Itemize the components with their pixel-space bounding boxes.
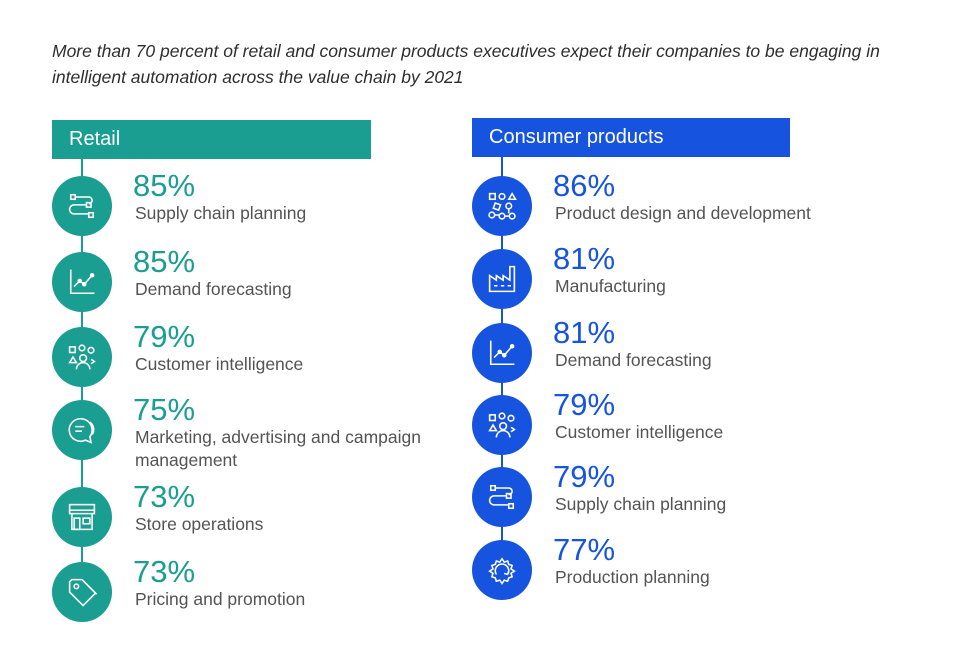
retail-percent: 85% bbox=[133, 244, 196, 279]
retail-item: 79% Customer intelligence bbox=[52, 320, 472, 397]
supply-chain-icon bbox=[472, 467, 532, 527]
retail-label: Customer intelligence bbox=[135, 354, 304, 374]
retail-label: Supply chain planning bbox=[135, 203, 307, 223]
consumer-products-percent: 86% bbox=[553, 168, 616, 203]
retail-percent: 73% bbox=[133, 479, 196, 514]
storefront-icon bbox=[52, 487, 112, 547]
price-tag-icon bbox=[52, 562, 112, 622]
retail-item: 75% Marketing, advertising and campaign … bbox=[52, 393, 472, 470]
retail-item: 73% Store operations bbox=[52, 480, 472, 557]
consumer-products-percent: 79% bbox=[553, 387, 616, 422]
consumer-products-label: Product design and development bbox=[555, 203, 811, 223]
consumer-products-percent: 77% bbox=[553, 532, 616, 567]
consumer-products-percent: 81% bbox=[553, 241, 616, 276]
retail-item: 73% Pricing and promotion bbox=[52, 555, 472, 632]
consumer-products-percent: 81% bbox=[553, 315, 616, 350]
gear-cycle-icon bbox=[472, 540, 532, 600]
consumer-products-label: Customer intelligence bbox=[555, 422, 724, 442]
consumer-products-label: Supply chain planning bbox=[555, 494, 727, 514]
consumer-products-item: 77% Production planning bbox=[472, 533, 892, 610]
retail-label: Store operations bbox=[135, 514, 264, 534]
retail-label: Marketing, advertising and campaign mana… bbox=[135, 427, 421, 470]
customer-icon bbox=[472, 395, 532, 455]
consumer-products-header: Consumer products bbox=[472, 118, 790, 157]
consumer-products-item: 79% Customer intelligence bbox=[472, 388, 892, 465]
customer-icon bbox=[52, 327, 112, 387]
consumer-products-item: 79% Supply chain planning bbox=[472, 460, 892, 537]
supply-chain-icon bbox=[52, 176, 112, 236]
chart-trend-icon bbox=[472, 323, 532, 383]
intro-text: More than 70 percent of retail and consu… bbox=[52, 41, 880, 87]
retail-percent: 75% bbox=[133, 392, 196, 427]
retail-header: Retail bbox=[52, 120, 371, 159]
chart-trend-icon bbox=[52, 252, 112, 312]
retail-label: Demand forecasting bbox=[135, 279, 292, 299]
consumer-products-item: 86% Product design and development bbox=[472, 169, 892, 246]
consumer-products-item: 81% Manufacturing bbox=[472, 242, 892, 319]
factory-icon bbox=[472, 249, 532, 309]
speech-bubble-icon bbox=[52, 400, 112, 460]
consumer-products-item: 81% Demand forecasting bbox=[472, 316, 892, 393]
retail-item: 85% Supply chain planning bbox=[52, 169, 472, 246]
consumer-products-label: Production planning bbox=[555, 567, 710, 587]
consumer-products-label: Demand forecasting bbox=[555, 350, 712, 370]
retail-item: 85% Demand forecasting bbox=[52, 245, 472, 322]
consumer-products-label: Manufacturing bbox=[555, 276, 666, 296]
retail-percent: 79% bbox=[133, 319, 196, 354]
retail-percent: 73% bbox=[133, 554, 196, 589]
retail-percent: 85% bbox=[133, 168, 196, 203]
retail-label: Pricing and promotion bbox=[135, 589, 306, 609]
design-shapes-icon bbox=[472, 176, 532, 236]
consumer-products-percent: 79% bbox=[553, 459, 616, 494]
